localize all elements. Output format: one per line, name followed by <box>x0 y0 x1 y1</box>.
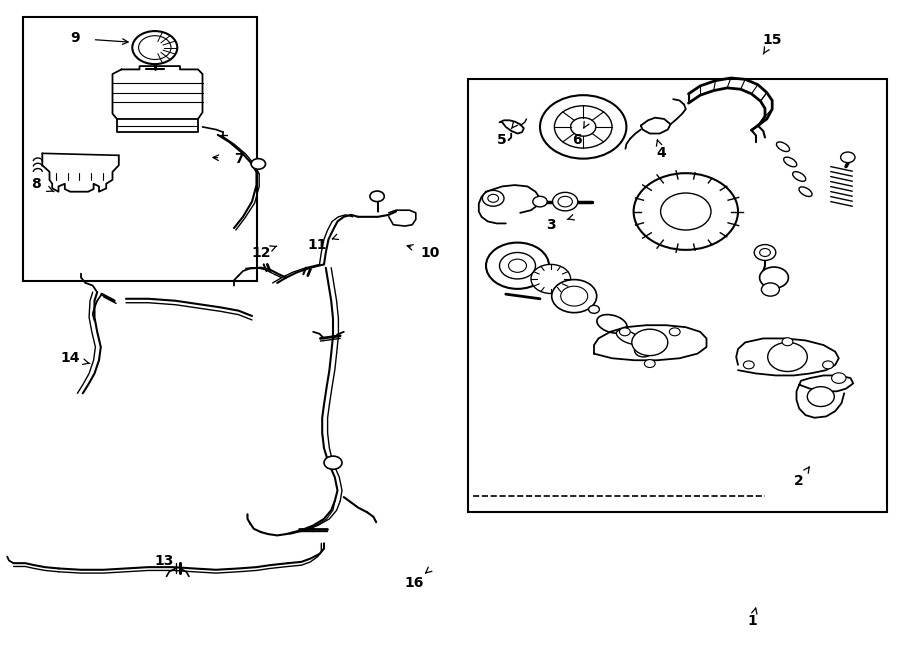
Circle shape <box>251 159 266 169</box>
Ellipse shape <box>793 172 806 181</box>
Circle shape <box>807 387 834 407</box>
Circle shape <box>841 152 855 163</box>
Circle shape <box>486 243 549 289</box>
Circle shape <box>589 305 599 313</box>
Circle shape <box>760 267 788 288</box>
Bar <box>468 79 886 512</box>
Circle shape <box>561 286 588 306</box>
Text: 14: 14 <box>60 351 80 366</box>
Text: 8: 8 <box>32 176 40 191</box>
Circle shape <box>743 361 754 369</box>
Text: 4: 4 <box>657 146 666 161</box>
Circle shape <box>552 280 597 313</box>
Circle shape <box>661 193 711 230</box>
Bar <box>22 17 256 281</box>
Circle shape <box>634 173 738 250</box>
Circle shape <box>768 342 807 371</box>
Ellipse shape <box>597 315 627 333</box>
Circle shape <box>823 361 833 369</box>
Circle shape <box>370 191 384 202</box>
Text: 9: 9 <box>70 31 79 46</box>
Circle shape <box>533 196 547 207</box>
Text: 16: 16 <box>404 576 424 590</box>
Circle shape <box>634 344 652 357</box>
Text: 15: 15 <box>762 32 782 47</box>
Circle shape <box>760 249 770 256</box>
Text: 7: 7 <box>234 151 243 166</box>
Circle shape <box>553 192 578 211</box>
Circle shape <box>488 194 499 202</box>
Ellipse shape <box>799 187 812 196</box>
Circle shape <box>632 329 668 356</box>
Circle shape <box>508 259 526 272</box>
Circle shape <box>139 36 171 59</box>
Ellipse shape <box>616 330 640 344</box>
Circle shape <box>670 328 680 336</box>
Circle shape <box>644 360 655 368</box>
Circle shape <box>761 283 779 296</box>
Text: 2: 2 <box>795 474 804 488</box>
Ellipse shape <box>784 157 796 167</box>
Circle shape <box>558 196 572 207</box>
Circle shape <box>754 245 776 260</box>
Text: 10: 10 <box>420 245 440 260</box>
Text: 5: 5 <box>498 133 507 147</box>
Circle shape <box>619 328 630 336</box>
Circle shape <box>540 95 626 159</box>
Text: 13: 13 <box>154 553 174 568</box>
Text: 1: 1 <box>748 614 757 629</box>
Text: 6: 6 <box>572 133 581 147</box>
Text: 3: 3 <box>546 217 555 232</box>
Ellipse shape <box>777 142 789 151</box>
Circle shape <box>531 264 571 293</box>
Text: 12: 12 <box>251 245 271 260</box>
Circle shape <box>554 106 612 148</box>
Circle shape <box>500 253 536 279</box>
Circle shape <box>482 190 504 206</box>
Circle shape <box>832 373 846 383</box>
Circle shape <box>132 31 177 64</box>
Circle shape <box>782 338 793 346</box>
Circle shape <box>324 456 342 469</box>
Text: 11: 11 <box>307 237 327 252</box>
Circle shape <box>571 118 596 136</box>
